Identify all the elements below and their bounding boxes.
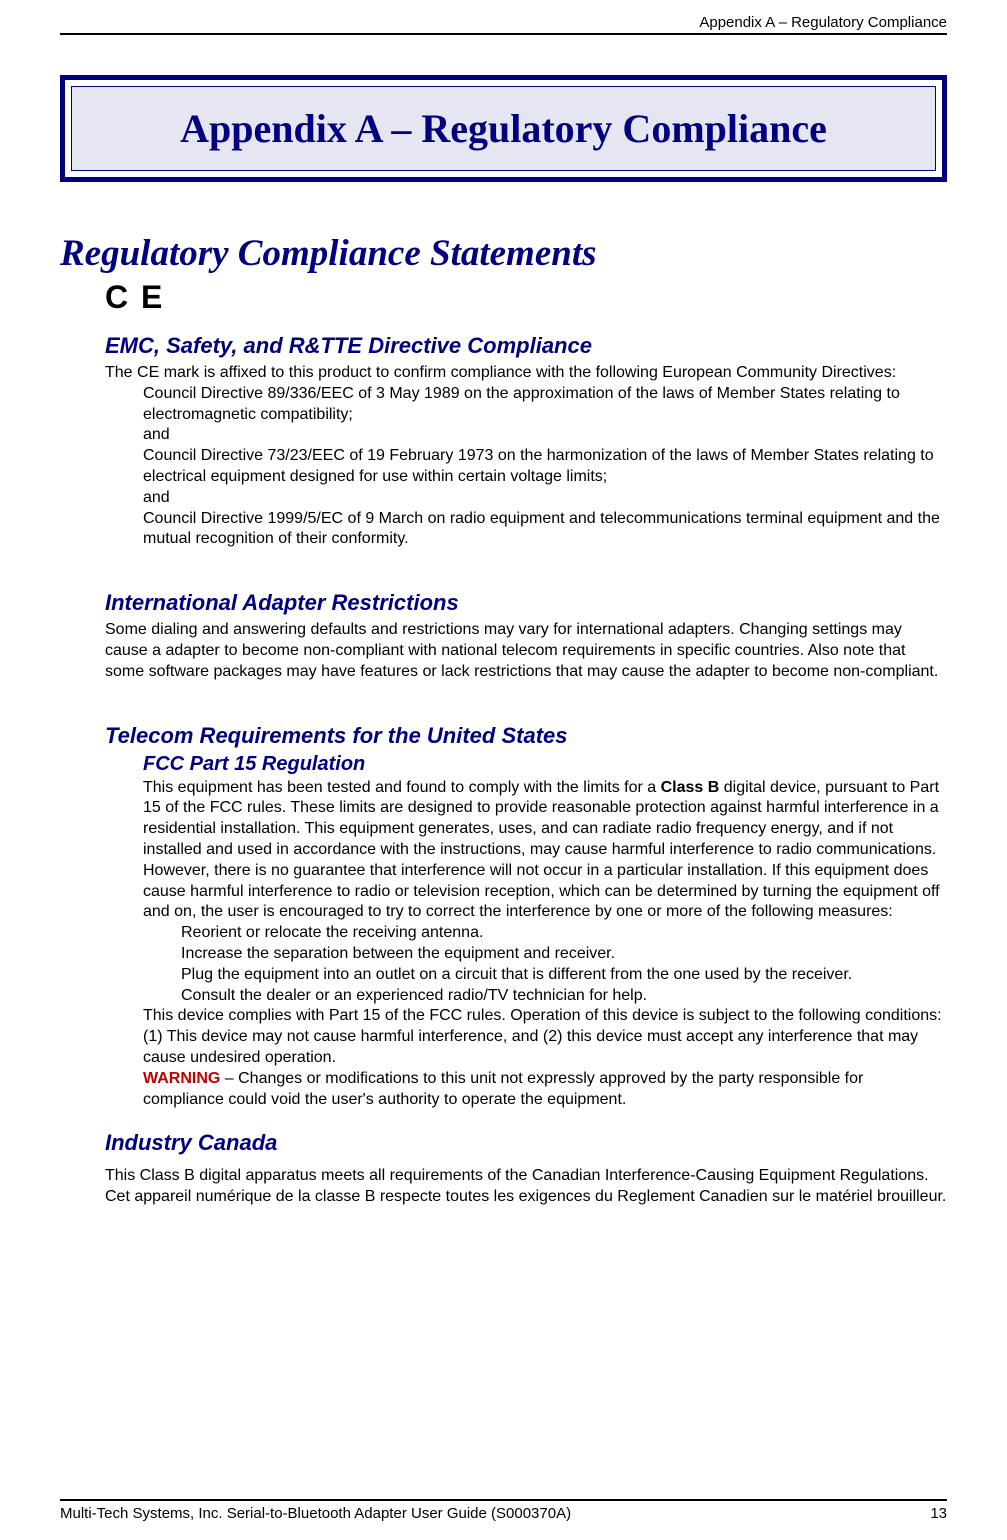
canada-p1: This Class B digital apparatus meets all…: [105, 1166, 947, 1187]
fcc-paragraph-2: This device complies with Part 15 of the…: [143, 1006, 947, 1068]
canada-heading: Industry Canada: [105, 1130, 947, 1156]
fcc-section: FCC Part 15 Regulation This equipment ha…: [143, 753, 947, 1111]
warning-label: WARNING: [143, 1070, 220, 1087]
emc-directive-3: Council Directive 1999/5/EC of 9 March o…: [143, 509, 947, 551]
emc-and-2: and: [143, 488, 947, 509]
emc-intro: The CE mark is affixed to this product t…: [105, 363, 947, 384]
canada-section: Industry Canada This Class B digital app…: [105, 1130, 947, 1208]
fcc-measure-2: Increase the separation between the equi…: [181, 944, 947, 965]
fcc-warning: WARNING – Changes or modifications to th…: [143, 1069, 947, 1111]
telecom-section: Telecom Requirements for the United Stat…: [105, 723, 947, 1111]
fcc-measure-3: Plug the equipment into an outlet on a c…: [181, 965, 947, 986]
emc-directive-1: Council Directive 89/336/EEC of 3 May 19…: [143, 384, 947, 426]
section-title: Regulatory Compliance Statements: [60, 232, 947, 275]
fcc-measure-1: Reorient or relocate the receiving anten…: [181, 923, 947, 944]
fcc-measure-4: Consult the dealer or an experienced rad…: [181, 986, 947, 1007]
emc-directive-2: Council Directive 73/23/EEC of 19 Februa…: [143, 446, 947, 488]
intl-heading: International Adapter Restrictions: [105, 590, 947, 616]
emc-heading: EMC, Safety, and R&TTE Directive Complia…: [105, 333, 947, 359]
appendix-title: Appendix A – Regulatory Compliance: [82, 105, 925, 152]
fcc-p1b: digital device, pursuant to Part 15 of t…: [143, 779, 940, 921]
fcc-p1a: This equipment has been tested and found…: [143, 779, 661, 796]
fcc-heading: FCC Part 15 Regulation: [143, 753, 947, 776]
footer-divider: [60, 1499, 947, 1501]
canada-p2: Cet appareil numérique de la classe B re…: [105, 1187, 947, 1208]
intl-section: International Adapter Restrictions Some …: [105, 590, 947, 682]
title-box: Appendix A – Regulatory Compliance: [60, 75, 947, 182]
emc-section: EMC, Safety, and R&TTE Directive Complia…: [105, 333, 947, 550]
ce-mark-icon: C E: [105, 281, 947, 313]
footer-left: Multi-Tech Systems, Inc. Serial-to-Bluet…: [60, 1505, 571, 1522]
page-footer: Multi-Tech Systems, Inc. Serial-to-Bluet…: [60, 1499, 947, 1522]
warning-text: – Changes or modifications to this unit …: [143, 1070, 863, 1108]
telecom-heading: Telecom Requirements for the United Stat…: [105, 723, 947, 749]
footer-page-number: 13: [930, 1505, 947, 1522]
header-divider: [60, 33, 947, 35]
fcc-class-b: Class B: [661, 779, 720, 796]
fcc-paragraph-1: This equipment has been tested and found…: [143, 778, 947, 924]
title-box-inner: Appendix A – Regulatory Compliance: [71, 86, 936, 171]
page-header: Appendix A – Regulatory Compliance: [699, 14, 947, 31]
intl-body: Some dialing and answering defaults and …: [105, 620, 947, 682]
emc-and-1: and: [143, 425, 947, 446]
